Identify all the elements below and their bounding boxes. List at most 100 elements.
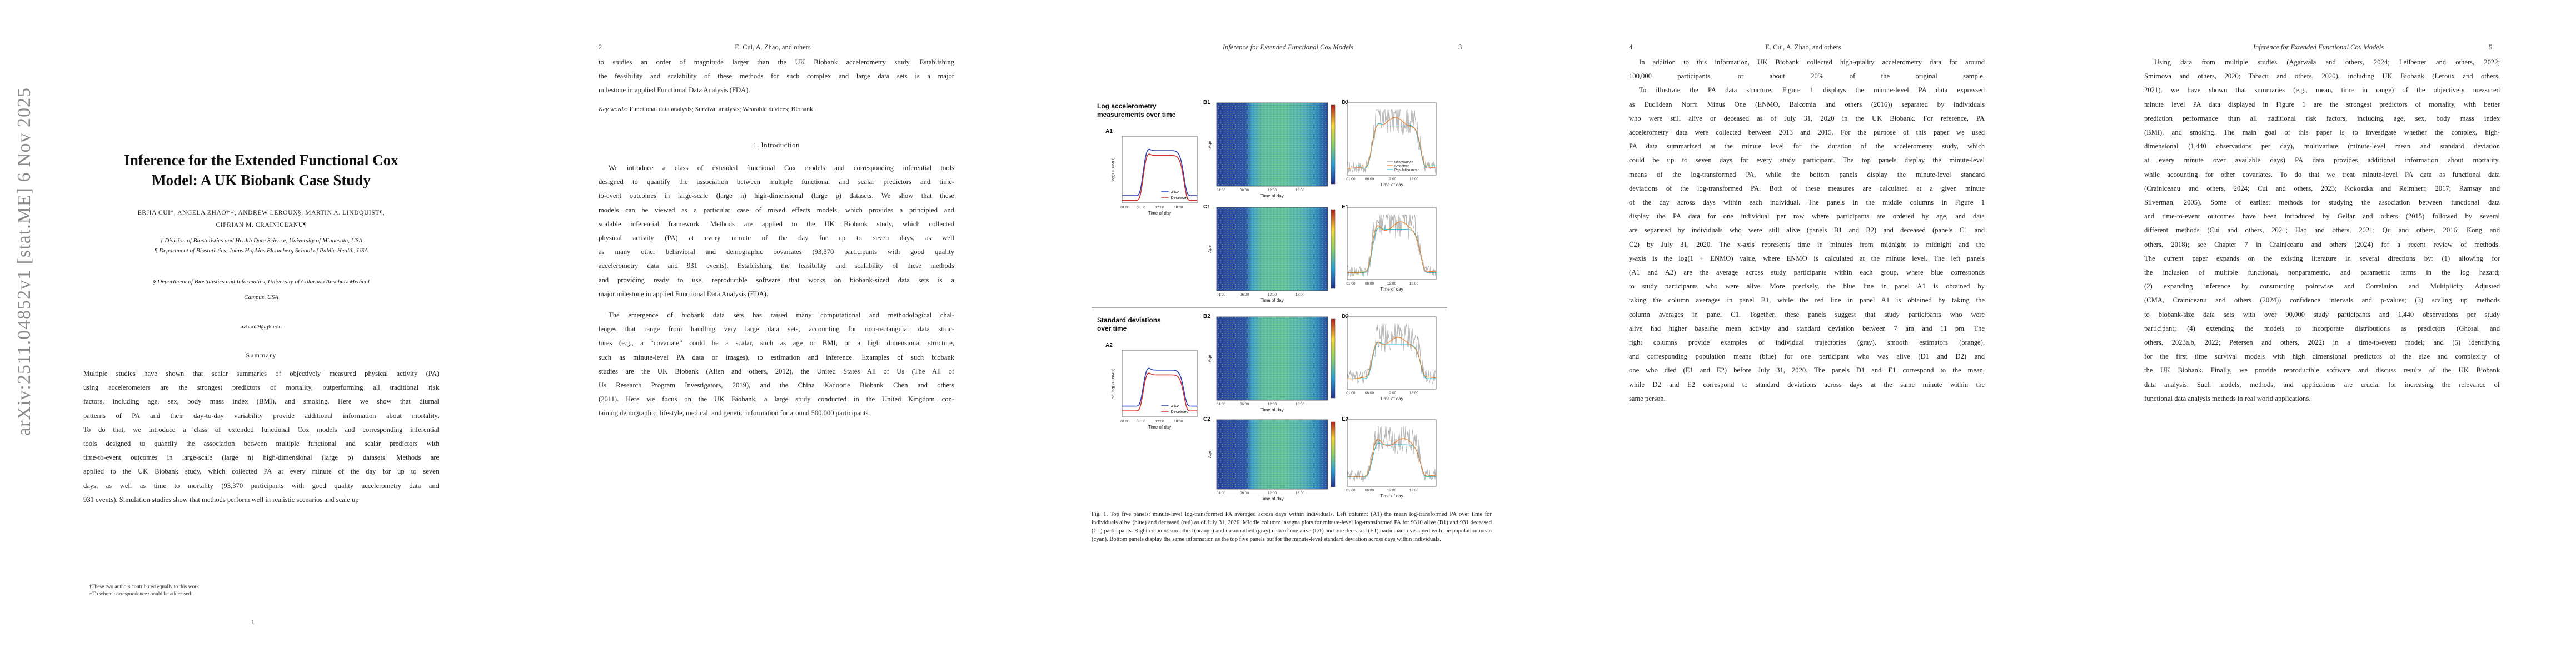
text-line: are separated by individuals who were st… [1629,226,1985,235]
body-text: In addition to this information, UK Biob… [1629,56,1985,406]
page-number: 4 [1629,43,1633,51]
affiliation-1: † Division of Biostatistics and Health D… [160,237,362,244]
text-line: prediction performance than all traditio… [2144,114,2500,122]
legend-label-deceased: Deceased [1171,410,1189,414]
text-line: the inclusion of multiple functional, no… [2144,268,2500,277]
arxiv-stamp: arXiv:2511.04852v1 [stat.ME] 6 Nov 2025 [14,87,34,436]
contact-email[interactable]: azhao29@jh.edu [241,323,282,330]
colorbar [1331,209,1336,289]
time-tick-label: 18:00 [1409,282,1419,286]
running-head: Inference for Extended Functional Cox Mo… [2253,43,2384,51]
x-axis-label: Time of day [1380,494,1403,499]
time-tick-label: 01:00 [1346,489,1356,492]
population-mean-line [1347,342,1436,379]
text-line: accelerometry data were collected betwee… [1629,128,1985,137]
running-head: Inference for Extended Functional Cox Mo… [1222,43,1354,51]
time-tick-label: 06:00 [1365,489,1374,492]
text-line: to biobank-size data sets with over 90,0… [2144,310,2500,318]
text-line: taining demographic, lifestyle, medical,… [599,409,870,417]
time-tick-label: 01:00 [1217,491,1226,495]
page-4: 4 E. Cui, A. Zhao, and others In additio… [1546,0,2061,667]
text-line: deviations of the log-transformed PA. Bo… [1629,184,1985,192]
text-line: factors, including age, sex, body mass i… [83,397,439,406]
panel-label: D1 [1342,99,1349,106]
lasagna-frame [1216,102,1328,187]
text-line: tools designed to quantify the associati… [83,440,439,448]
text-line: the feasibility and scalability of these… [599,72,954,81]
affiliation-3: § Department of Biostatistics and Inform… [83,277,439,302]
legend-label: Smoothed [1394,165,1409,168]
y-axis-label: Age [1207,141,1212,148]
smoothed-trajectory [1347,438,1437,477]
time-tick-label: 18:00 [1296,293,1305,297]
text-line: others, 2018); see Chapter 7 in Crainice… [2144,240,2500,248]
footnotes: †These two authors contributed equally t… [89,584,199,598]
text-line: applied to the UK Biobank study, which c… [83,467,439,476]
text-line: y-axis is the log(1 + ENMO) value, where… [1629,254,1985,262]
lasagna-heatmap-texture [1217,207,1328,291]
time-tick-label: 01:00 [1217,402,1226,406]
time-tick-label: 12:00 [1268,491,1277,495]
text-line: the UK Biobank. Finally, we provide repr… [2144,366,2500,375]
text-line: 931 events). Simulation studies show tha… [83,495,359,504]
keywords-text: Functional data analysis; Survival analy… [629,106,815,113]
keywords: Key words: Functional data analysis; Sur… [599,106,954,113]
text-line: (BMI), and smoking. The main goal of thi… [2144,128,2500,137]
x-axis-label: Time of day [1260,407,1284,412]
affiliation-3-line-1: § Department of Biostatistics and Inform… [153,278,370,285]
text-line: To illustrate the PA data structure, Fig… [1639,86,1985,94]
x-axis-label: Time of day [1148,211,1172,216]
legend-label: Population mean [1394,169,1419,172]
text-line: (2) expanding inference by constructing … [2144,282,2500,291]
text-line: while accounting for other covariates. T… [2144,170,2500,178]
time-tick-label: 01:00 [1346,177,1356,181]
page-number: 5 [2489,43,2493,51]
figure-bottom-heading-2: over time [1097,325,1127,332]
text-line: In addition to this information, UK Biob… [1639,58,1985,66]
time-tick-label: 01:00 [1346,282,1356,286]
time-tick-label: 01:00 [1120,420,1130,424]
time-tick-label: 12:00 [1387,391,1397,395]
x-axis-label: Time of day [1260,496,1284,501]
time-tick-label: 06:00 [1240,293,1249,297]
text-line: such as minute-level PA data or images),… [599,353,954,361]
text-line: accelerometry data and 931 events). Esta… [599,262,954,270]
text-line: as Euclidean Norm Minus One (ENMO, Balco… [1629,100,1985,108]
text-line: for the first time survival models with … [2144,352,2500,361]
time-tick-label: 06:00 [1365,282,1374,286]
time-tick-label: 06:00 [1365,391,1374,395]
time-tick-label: 12:00 [1387,282,1397,286]
text-line: Silverman, 2005). Some of earliest metho… [2144,198,2500,207]
title-line-1: Inference for the Extended Functional Co… [124,152,398,168]
text-line: and corresponding population means (blue… [1629,352,1985,361]
time-tick-label: 12:00 [1268,188,1277,192]
authors-line-2: CIPRIAN M. CRAINICEANU¶ [216,222,307,228]
time-tick-label: 06:00 [1137,206,1146,210]
smoothed-trajectory [1347,337,1437,380]
text-line: at every minute over available days) PA … [2144,156,2500,165]
text-line: (Crainiceanu and others, 2024; Cui and o… [2144,184,2500,192]
time-tick-label: 12:00 [1268,293,1277,297]
deceased-mean-line [1122,372,1197,411]
text-line: PA data summarized at the minute level f… [1629,142,1985,151]
y-axis-label: Age [1207,355,1212,362]
intro-paragraph-2: The emergence of biobank data sets has r… [599,308,954,421]
time-tick-label: 01:00 [1120,206,1130,210]
summary-heading: Summary [246,351,277,359]
panel-label: A2 [1105,342,1113,349]
text-line: 2021), we have shown that summaries (e.g… [2144,86,2500,94]
text-line: to studies an order of magnitude larger … [599,58,954,66]
trajectory-frame [1347,419,1437,487]
text-line: time-to-event outcomes in large-scale (l… [83,454,439,462]
text-line: tures (e.g., a “covariate” could be a sc… [599,339,954,347]
keywords-label: Key words: [599,106,628,113]
figure-bottom-heading: Standard deviations [1097,316,1161,324]
time-tick-label: 18:00 [1409,391,1419,395]
x-axis-label: Time of day [1260,193,1284,198]
text-line: lenges that range from handling very lar… [599,325,954,334]
text-line: taking the column averages in panel B1, … [1629,296,1985,305]
figure-1: Log accelerometry measurements over time A… [1092,97,1492,503]
text-line: of the day across days within each indiv… [1629,198,1985,207]
unsmoothed-trajectory [1347,323,1437,385]
